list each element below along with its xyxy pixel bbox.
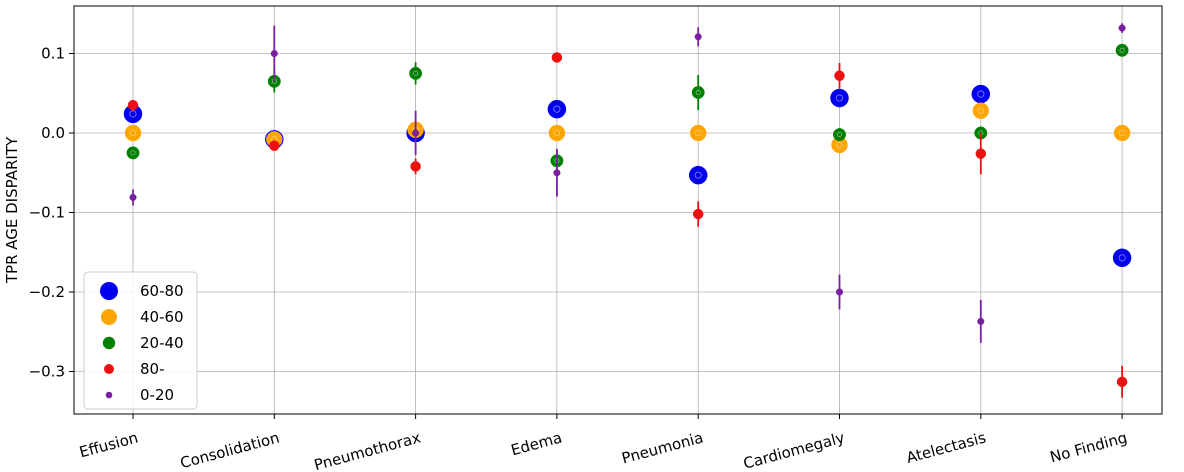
data-point: [972, 102, 990, 119]
y-tick-label: 0.1: [41, 45, 65, 63]
point-highlight: [1119, 47, 1125, 53]
plot-frame: [73, 5, 1163, 415]
x-tick-label: Edema: [509, 428, 564, 459]
point-highlight: [835, 94, 843, 102]
point-highlight: [836, 141, 843, 149]
legend-label-80-: 80-: [140, 360, 165, 378]
data-point: [1113, 124, 1131, 142]
point-highlight: [413, 70, 419, 76]
data-point: [410, 161, 421, 172]
point-highlight: [695, 89, 701, 95]
data-point: [688, 165, 708, 185]
point-highlight: [129, 110, 137, 118]
y-axis: 0.1 0.0 −0.1 −0.2 −0.3: [29, 45, 74, 381]
legend-marker-20-40: [102, 336, 116, 350]
point-highlight: [836, 132, 843, 138]
data-point: [691, 86, 705, 99]
x-tick-label: Pneumothorax: [312, 428, 423, 472]
data-point: [412, 129, 420, 137]
data-point: [269, 140, 280, 151]
point-highlight: [553, 129, 561, 137]
legend: 60-80 40-60 20-40 80- 0-20: [83, 271, 198, 410]
data-point: [835, 288, 844, 296]
grid: [74, 6, 1162, 414]
data-point: [127, 99, 139, 111]
data-point: [551, 52, 563, 63]
data-point: [129, 193, 137, 201]
data-point: [548, 124, 566, 142]
x-axis: Effusion Consolidation Pneumothorax Edema Pn…: [77, 414, 1129, 472]
data-point: [547, 99, 567, 119]
data-point: [553, 169, 561, 177]
y-tick-label: −0.2: [29, 283, 65, 301]
x-tick-label: Atelectasis: [904, 428, 988, 467]
point-highlight: [977, 90, 985, 98]
legend-marker-40-60: [101, 309, 117, 325]
y-tick-label: −0.3: [29, 363, 65, 381]
series-80-: [127, 52, 1128, 398]
x-tick-label: No Finding: [1048, 428, 1129, 466]
point-highlight: [695, 129, 702, 137]
x-tick-label: Consolidation: [178, 428, 281, 472]
point-highlight: [1118, 129, 1126, 137]
data-point: [1112, 248, 1132, 268]
point-highlight: [129, 129, 137, 137]
legend-box: [83, 271, 198, 410]
data-point: [975, 148, 987, 159]
legend-marker-0-20: [105, 391, 113, 399]
data-point: [409, 66, 423, 80]
data-point: [834, 70, 845, 82]
data-point: [833, 128, 846, 142]
x-tick-label: Effusion: [77, 428, 140, 461]
data-point: [124, 124, 142, 142]
point-highlight: [553, 105, 561, 113]
point-highlight: [694, 171, 702, 179]
data-point: [977, 317, 985, 325]
data-point: [971, 84, 991, 104]
data-point: [1116, 376, 1128, 388]
data-point: [1115, 43, 1129, 57]
legend-label-60-80: 60-80: [140, 282, 184, 300]
data-point: [126, 146, 140, 160]
point-highlight: [1118, 254, 1126, 262]
legend-label-40-60: 40-60: [140, 308, 184, 326]
legend-label-20-40: 20-40: [140, 334, 184, 352]
series-40-60: [124, 102, 1131, 154]
legend-label-0-20: 0-20: [140, 386, 174, 404]
data-point: [830, 88, 849, 108]
data-points: [123, 23, 1132, 398]
legend-marker-60-80: [100, 282, 118, 300]
x-tick-label: Pneumonia: [620, 428, 705, 467]
y-axis-label: TPR AGE DISPARITY: [3, 136, 21, 284]
data-point: [270, 49, 278, 58]
point-highlight: [977, 107, 984, 114]
point-highlight: [130, 150, 136, 156]
legend-marker-80-: [104, 364, 114, 374]
y-tick-label: −0.1: [29, 204, 65, 222]
data-point: [692, 208, 704, 220]
y-tick-label: 0.0: [41, 124, 65, 142]
x-tick-label: Cardiomegaly: [741, 428, 846, 472]
data-point: [1118, 24, 1126, 32]
series-0-20: [129, 23, 1126, 343]
data-point: [694, 33, 702, 41]
data-point: [689, 124, 707, 142]
